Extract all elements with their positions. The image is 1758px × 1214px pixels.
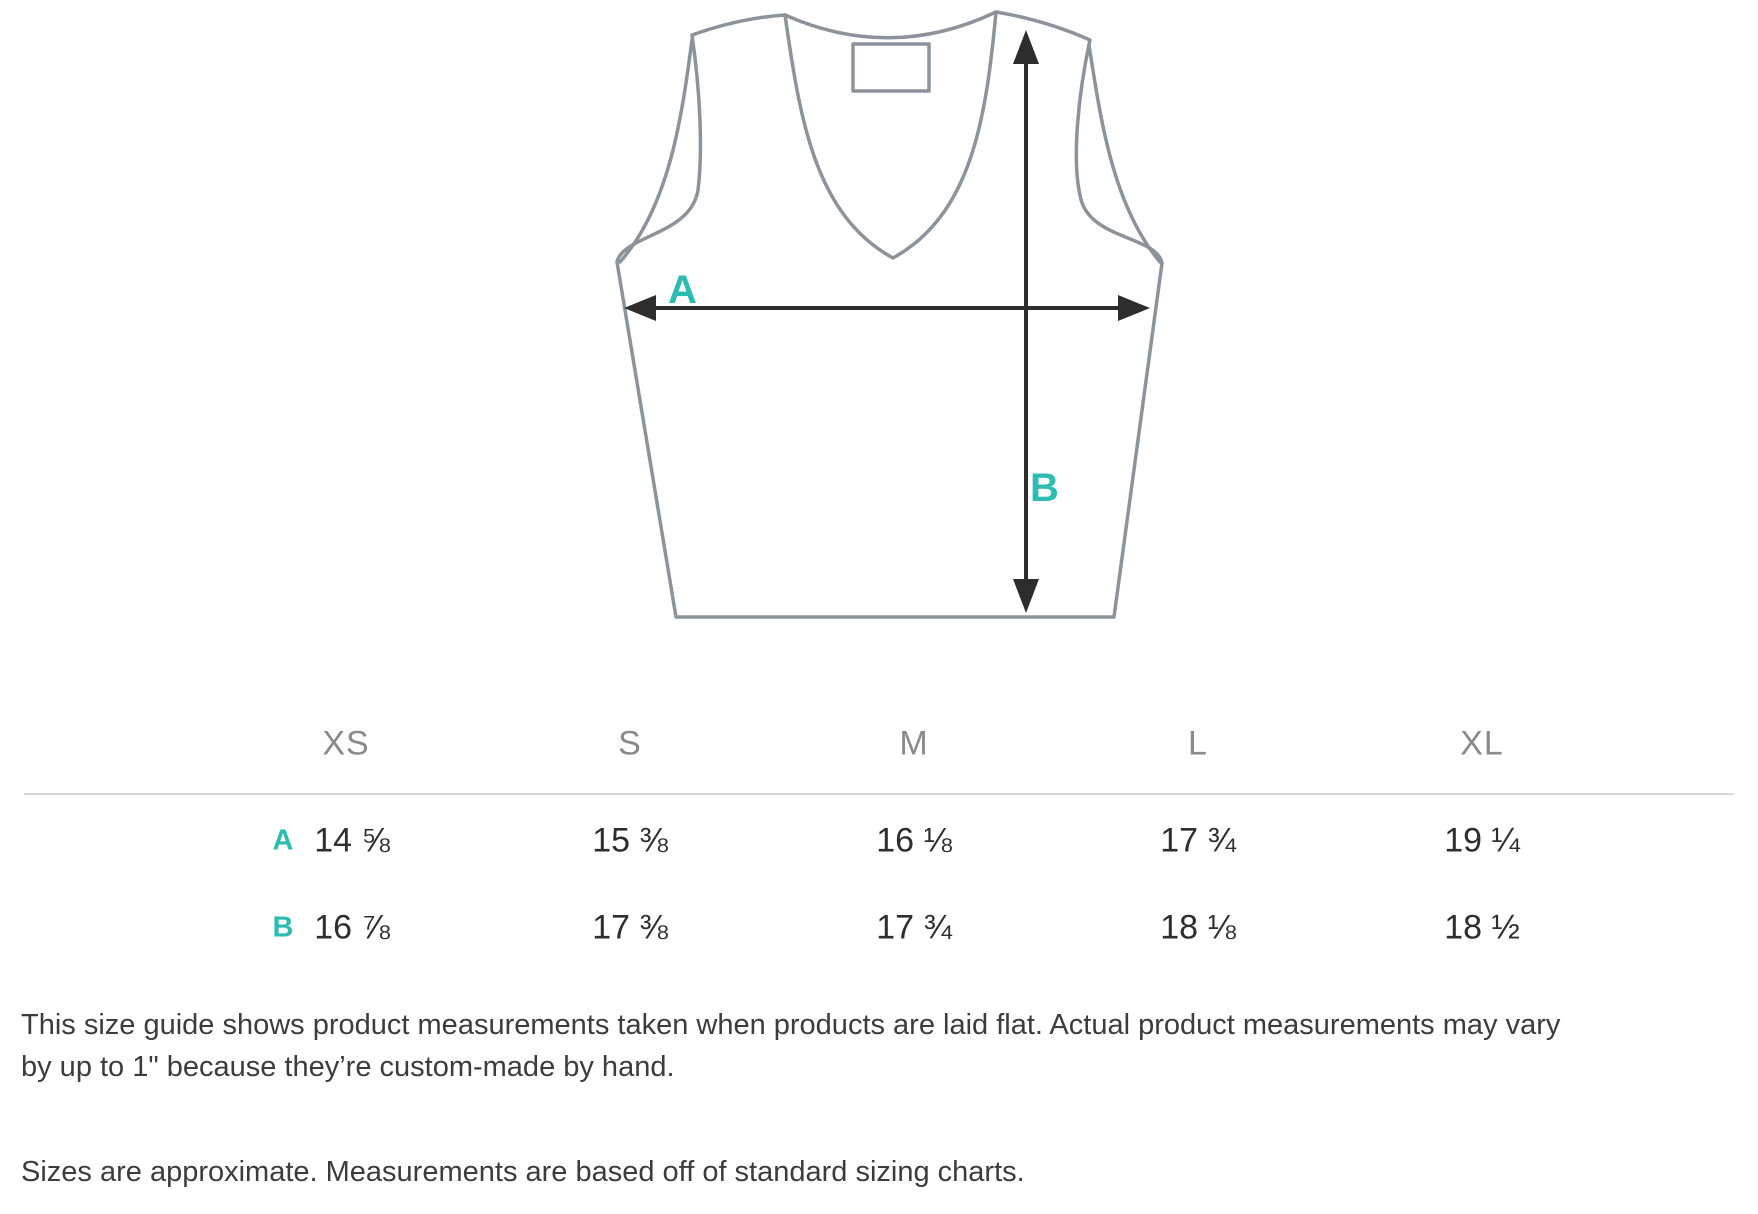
size-value: 16 ⅛	[876, 821, 952, 860]
size-value: 17 ¾	[876, 908, 952, 947]
right-armhole-fold	[1087, 43, 1162, 264]
approximation-note: Sizes are approximate. Measurements are …	[21, 1156, 1025, 1188]
row-label-b: B	[272, 911, 294, 944]
table-divider	[24, 793, 1734, 795]
size-value: 17 ⅜	[592, 908, 668, 947]
measurement-note: This size guide shows product measuremen…	[21, 1009, 1561, 1083]
row-label-a: A	[272, 824, 294, 857]
size-value: 16 ⅞	[314, 908, 390, 947]
size-col-header-xl: XL	[1460, 724, 1504, 763]
size-col-header-s: S	[618, 724, 642, 763]
size-col-header-xs: XS	[322, 724, 370, 763]
garment-diagram: A B	[615, 10, 1164, 619]
size-value: 18 ½	[1444, 908, 1520, 947]
neckline-scoop	[783, 10, 998, 260]
left-armhole-fold	[618, 38, 694, 264]
neck-tag	[851, 42, 931, 93]
diagram-label-a: A	[668, 268, 697, 312]
size-col-header-l: L	[1188, 724, 1208, 763]
size-value: 19 ¼	[1444, 821, 1520, 860]
size-value: 18 ⅛	[1160, 908, 1236, 947]
size-value: 15 ⅜	[592, 821, 668, 860]
size-col-header-m: M	[899, 724, 929, 763]
size-value: 14 ⅝	[314, 821, 390, 860]
length-arrow	[1013, 30, 1039, 613]
size-value: 17 ¾	[1160, 821, 1236, 860]
width-arrow	[624, 295, 1150, 321]
diagram-label-b: B	[1030, 466, 1059, 510]
garment-outline	[615, 10, 1164, 619]
